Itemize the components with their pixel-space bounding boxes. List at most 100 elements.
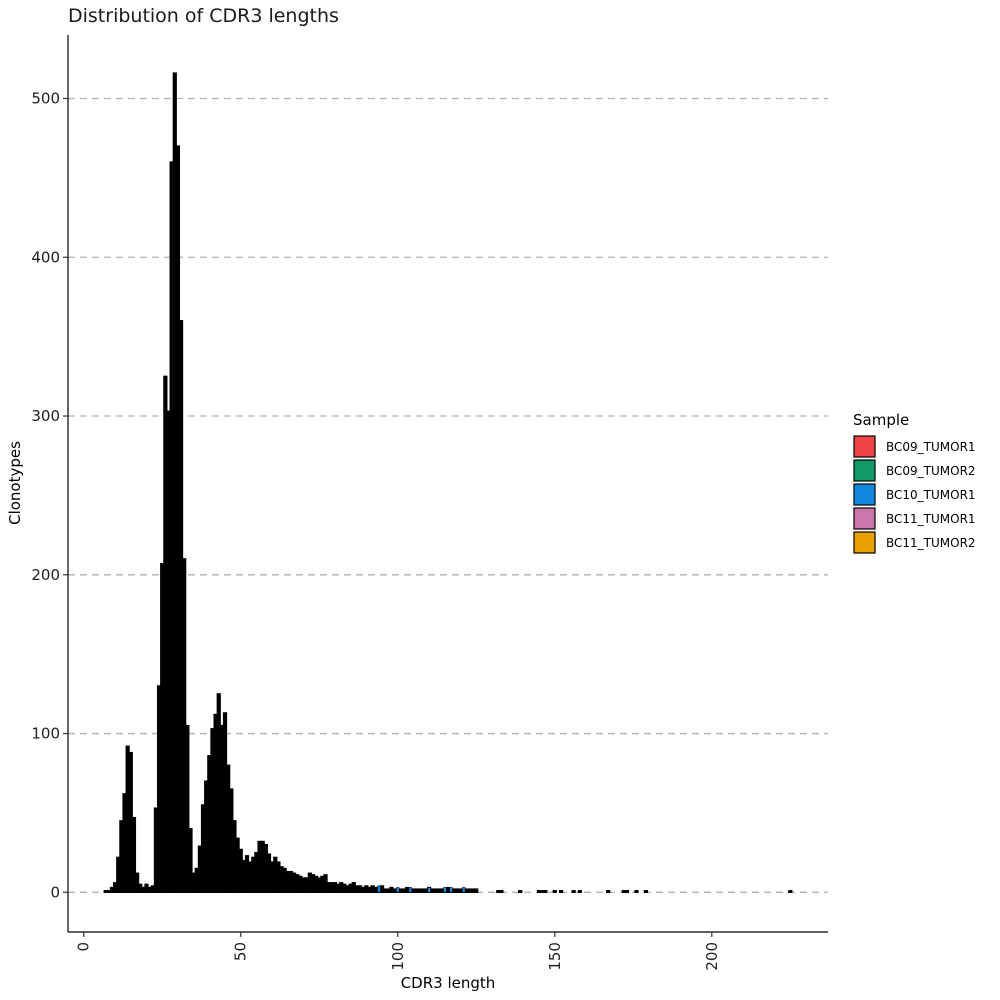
bar-84 [345, 885, 350, 894]
bar-150 [552, 890, 557, 894]
bar-83 [342, 883, 347, 894]
bar-9 [109, 886, 115, 894]
legend-items: BC09_TUMOR1 BC09_TUMOR2 BC10_TUMOR1 BC11_TU… [853, 435, 976, 554]
bar-68 [295, 874, 300, 894]
bar-122 [464, 888, 469, 894]
bar-8 [106, 890, 111, 894]
bar-73 [310, 874, 316, 894]
bar-48 [232, 820, 237, 894]
bar-112 [433, 888, 438, 894]
legend-key-bc11_tumor1 [853, 507, 876, 530]
bar-91 [367, 886, 372, 894]
highlighted-bar-117 [449, 887, 453, 893]
bar-99 [392, 888, 397, 894]
bar-147 [543, 890, 548, 894]
bar-27 [166, 410, 171, 894]
bar-86 [351, 882, 356, 894]
bar-102 [401, 888, 407, 894]
bar-71 [304, 877, 309, 894]
bar-7 [103, 890, 108, 894]
bar-139 [518, 890, 523, 894]
bar-18 [138, 883, 143, 894]
legend-label-bc09_tumor1: BC09_TUMOR1 [886, 440, 976, 454]
y-tick-label-300: 300 [31, 407, 60, 425]
bar-34 [188, 828, 193, 894]
bar-24 [156, 685, 162, 894]
bar-133 [499, 890, 504, 894]
legend: Sample BC09_TUMOR1 BC09_TUMOR2 BC10_TUMOR1… [853, 411, 976, 554]
bar-66 [288, 870, 294, 894]
legend-key-bc09_tumor2 [853, 459, 876, 482]
bar-55 [254, 851, 259, 894]
bar-85 [348, 883, 353, 894]
bar-125 [474, 888, 479, 894]
bar-59 [266, 853, 272, 894]
bar-50 [238, 848, 243, 894]
bar-119 [455, 888, 460, 894]
bar-118 [452, 888, 457, 894]
bar-15 [128, 751, 133, 894]
bar-173 [624, 890, 630, 894]
bar-49 [235, 837, 240, 894]
bar-97 [386, 888, 391, 894]
bar-87 [354, 885, 360, 894]
bar-58 [263, 843, 268, 894]
bar-96 [383, 888, 388, 894]
bar-101 [398, 888, 404, 894]
bar-82 [339, 882, 344, 894]
bar-111 [430, 888, 435, 894]
bar-62 [276, 861, 281, 894]
bar-21 [147, 886, 152, 894]
highlighted-bar-104 [408, 887, 413, 893]
bar-124 [471, 888, 476, 894]
x-tick-label-50: 50 [232, 942, 250, 961]
y-tick-label-0: 0 [50, 883, 60, 901]
legend-label-bc11_tumor1: BC11_TUMOR1 [886, 512, 976, 526]
bar-35 [191, 872, 196, 894]
highlighted-bar-121 [461, 887, 466, 893]
legend-key-bc09_tumor1 [853, 435, 876, 458]
bar-95 [379, 885, 385, 894]
bar-51 [241, 859, 246, 894]
highlighted-bar-115 [443, 887, 447, 893]
bar-75 [317, 877, 322, 894]
bar-76 [320, 875, 325, 894]
bar-13 [122, 793, 127, 894]
bar-108 [420, 888, 425, 894]
bar-46 [226, 764, 231, 894]
x-axis-ticks: 0 50 100 150 200 [75, 932, 721, 971]
y-tick-label-200: 200 [31, 566, 60, 584]
x-tick-label-150: 150 [546, 942, 564, 971]
bar-40 [207, 755, 212, 894]
bar-41 [210, 728, 215, 894]
bar-65 [285, 870, 290, 894]
bar-56 [257, 840, 262, 894]
bar-79 [329, 882, 334, 894]
bar-74 [313, 875, 319, 894]
bar-11 [116, 856, 121, 894]
bar-63 [279, 866, 284, 894]
bar-89 [361, 886, 366, 894]
bar-90 [364, 885, 369, 894]
bar-156 [571, 890, 576, 894]
highlighted-bars-layer [377, 885, 466, 893]
bar-30 [175, 145, 181, 894]
y-tick-label-500: 500 [31, 90, 60, 108]
bar-47 [229, 788, 234, 894]
bar-57 [260, 840, 265, 894]
y-axis-ticks: 0 100 200 300 400 500 [31, 90, 68, 901]
legend-label-bc09_tumor2: BC09_TUMOR2 [886, 464, 976, 478]
bar-88 [357, 885, 363, 894]
x-tick-label-200: 200 [703, 942, 721, 971]
y-tick-label-100: 100 [31, 725, 60, 743]
y-axis-title: Clonotypes [6, 441, 24, 525]
bar-16 [131, 816, 137, 894]
legend-label-bc10_tumor1: BC10_TUMOR1 [886, 488, 976, 502]
legend-key-bc10_tumor1 [853, 483, 876, 506]
bar-61 [273, 856, 278, 894]
bar-36 [194, 867, 199, 894]
bar-72 [307, 872, 312, 894]
bar-25 [160, 562, 165, 894]
bar-145 [536, 890, 542, 894]
